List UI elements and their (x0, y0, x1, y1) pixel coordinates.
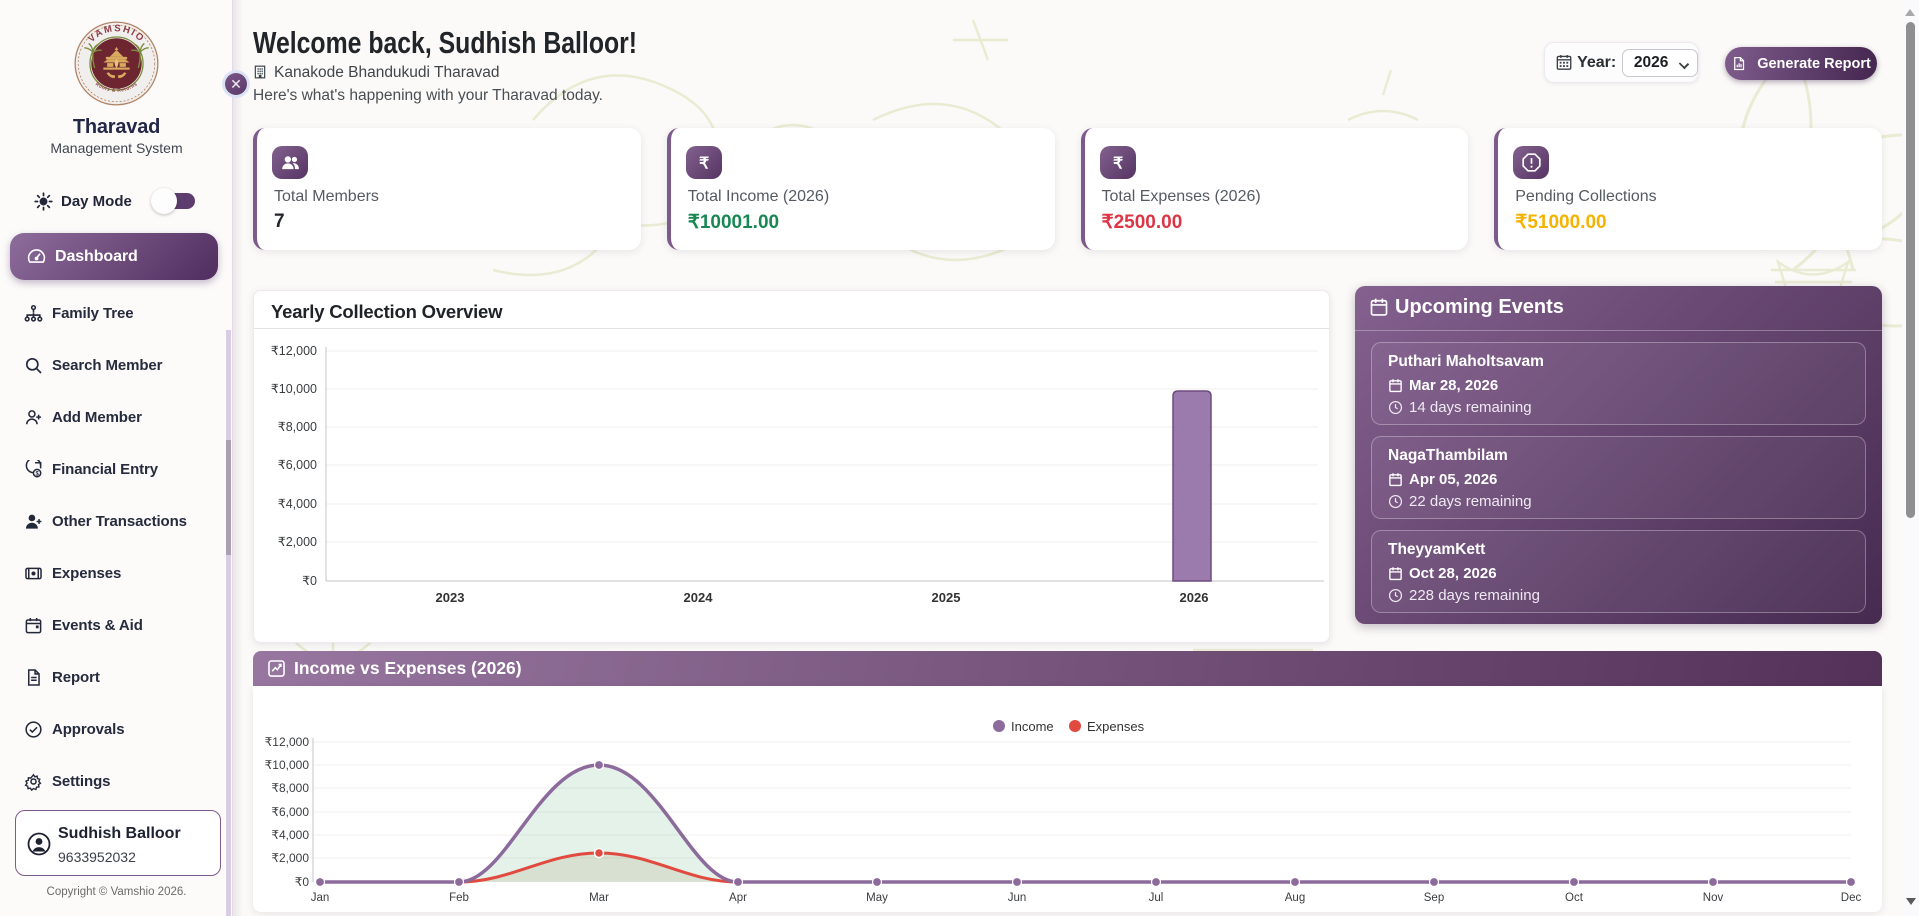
svg-text:₹6,000: ₹6,000 (271, 805, 309, 819)
svg-text:Aug: Aug (1285, 892, 1305, 904)
svg-text:₹2,000: ₹2,000 (278, 535, 317, 549)
svg-text:₹6,000: ₹6,000 (278, 458, 317, 472)
svg-text:2024: 2024 (684, 590, 714, 605)
svg-text:Jul: Jul (1149, 892, 1164, 904)
svg-text:₹: ₹ (699, 155, 709, 172)
svg-text:Expenses: Expenses (1087, 719, 1145, 734)
svg-text:$: $ (35, 471, 39, 477)
svg-text:₹12,000: ₹12,000 (271, 344, 317, 358)
svg-text:Mar: Mar (589, 892, 609, 904)
svg-text:Jan: Jan (311, 892, 330, 904)
svg-text:₹12,000: ₹12,000 (265, 735, 310, 749)
svg-text:Apr: Apr (729, 892, 747, 904)
svg-text:₹8,000: ₹8,000 (271, 781, 309, 795)
svg-text:₹4,000: ₹4,000 (278, 497, 317, 511)
svg-text:Dec: Dec (1841, 892, 1862, 904)
svg-text:₹8,000: ₹8,000 (278, 420, 317, 434)
svg-text:₹0: ₹0 (302, 574, 317, 588)
svg-text:Feb: Feb (449, 892, 469, 904)
svg-text:₹0: ₹0 (295, 875, 310, 889)
svg-text:₹2,000: ₹2,000 (271, 851, 309, 865)
svg-text:Income: Income (1011, 719, 1054, 734)
svg-text:May: May (866, 892, 888, 904)
svg-text:Oct: Oct (1565, 892, 1584, 904)
svg-text:2025: 2025 (932, 590, 961, 605)
svg-text:Nov: Nov (1703, 892, 1724, 904)
svg-text:Sep: Sep (1424, 892, 1444, 904)
svg-text:₹: ₹ (1112, 155, 1122, 172)
svg-text:2026: 2026 (1180, 590, 1209, 605)
svg-text:₹10,000: ₹10,000 (271, 382, 317, 396)
svg-text:Jun: Jun (1008, 892, 1027, 904)
svg-text:₹4,000: ₹4,000 (271, 828, 309, 842)
svg-text:2023: 2023 (436, 590, 465, 605)
svg-text:₹10,000: ₹10,000 (265, 758, 310, 772)
